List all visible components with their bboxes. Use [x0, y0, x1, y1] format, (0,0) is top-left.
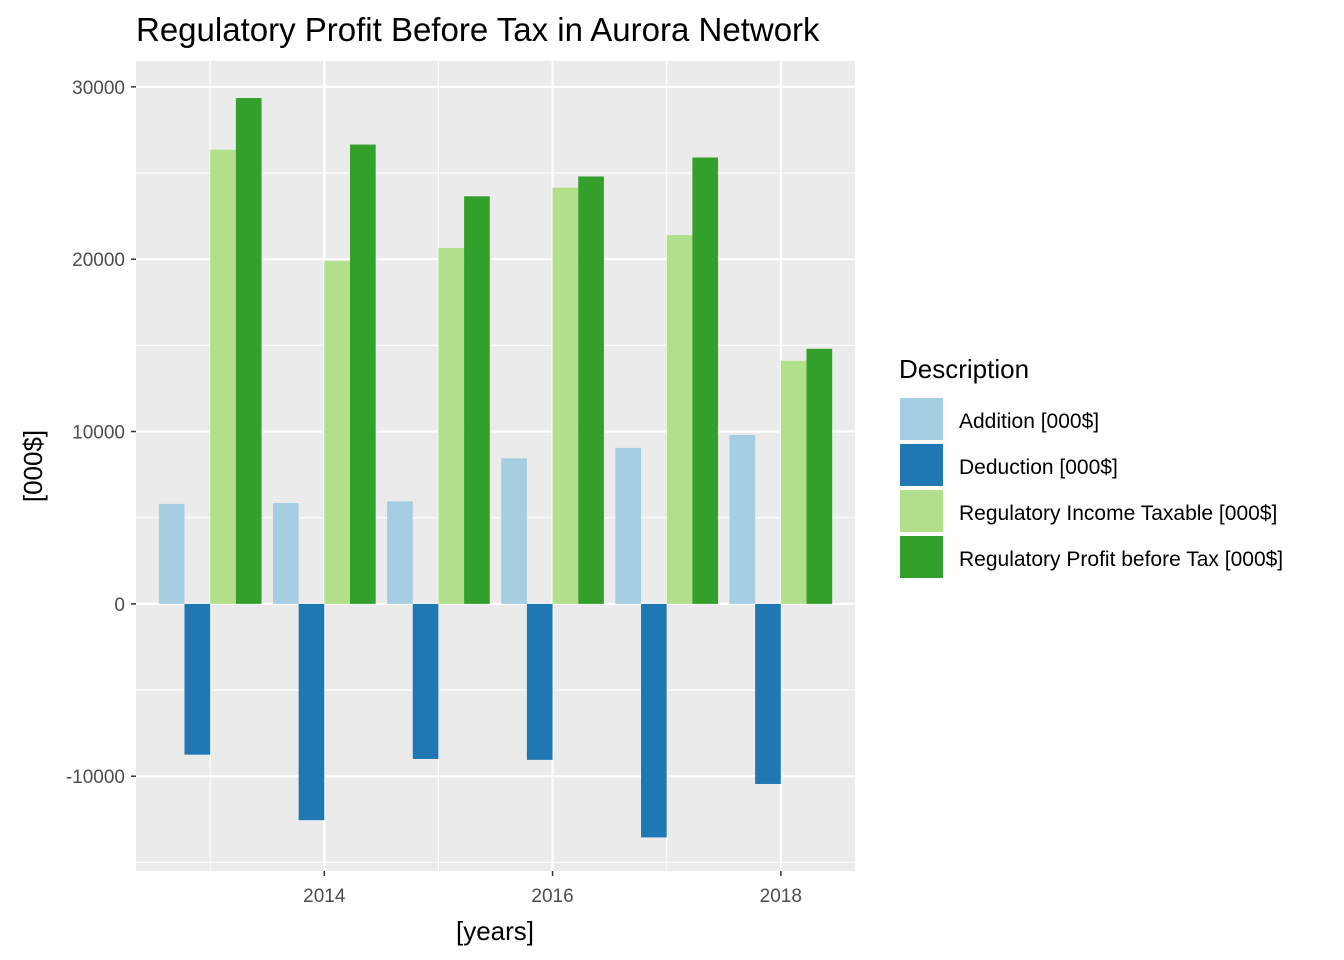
bar [780, 360, 807, 604]
bar [666, 235, 693, 604]
bar [184, 603, 211, 755]
bar [729, 434, 756, 604]
bar [578, 176, 604, 604]
bar [387, 501, 413, 604]
y-tick-label: 0 [114, 595, 125, 616]
bar [412, 603, 439, 759]
bar [755, 603, 781, 784]
legend-swatch [900, 444, 943, 486]
bar [806, 348, 833, 604]
chart-title: Regulatory Profit Before Tax in Aurora N… [136, 11, 820, 48]
bar [641, 603, 667, 838]
legend-swatch [900, 536, 943, 578]
bar [210, 149, 236, 604]
bar [692, 157, 719, 604]
bar [438, 247, 465, 604]
y-tick-label: 30000 [72, 78, 125, 99]
bar [615, 447, 642, 604]
legend-swatch [900, 490, 943, 532]
y-axis: -10000 0 10000 20000 30000 [66, 78, 136, 788]
bar [349, 144, 376, 604]
x-tick-label: 2016 [531, 886, 573, 907]
legend-swatch [900, 398, 943, 440]
bar [464, 196, 490, 604]
y-tick-label: 20000 [72, 250, 125, 271]
bar [552, 187, 579, 604]
bar [501, 458, 527, 604]
legend-label: Addition [000$] [959, 410, 1099, 433]
legend: Description Addition [000$] Deduction [00… [899, 354, 1283, 578]
legend-label: Regulatory Income Taxable [000$] [959, 502, 1277, 525]
bar [272, 503, 299, 604]
y-tick-label: 10000 [72, 423, 125, 444]
bar [235, 98, 262, 604]
x-axis-title: [years] [456, 916, 534, 946]
legend-label: Regulatory Profit before Tax [000$] [959, 548, 1283, 571]
bar [298, 603, 325, 821]
bar [526, 603, 553, 760]
y-tick-label: -10000 [66, 767, 125, 788]
legend-label: Deduction [000$] [959, 456, 1118, 479]
legend-title: Description [899, 354, 1029, 384]
x-tick-label: 2014 [303, 886, 346, 907]
x-axis: 2014 2016 2018 [303, 871, 802, 907]
bars [158, 98, 833, 838]
y-axis-title: [000$] [18, 430, 48, 502]
bar [158, 503, 185, 604]
x-tick-label: 2018 [760, 886, 802, 907]
bar [324, 260, 350, 604]
